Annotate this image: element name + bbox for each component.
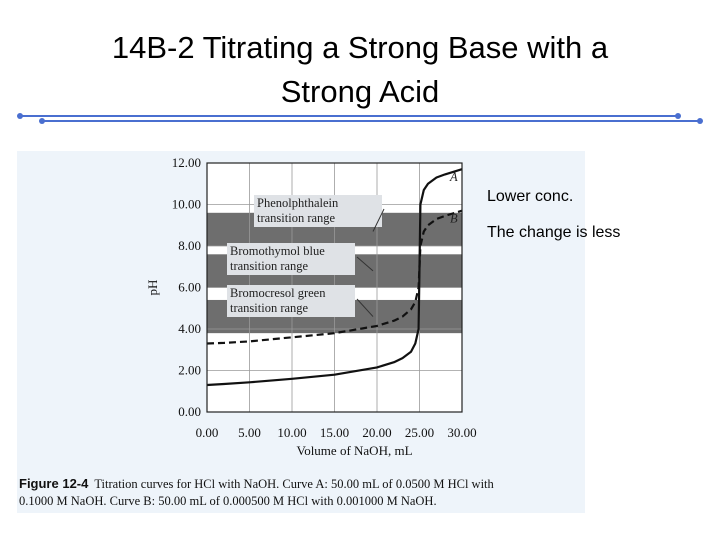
y-axis-label: pH bbox=[145, 280, 160, 296]
note-lower-conc: Lower conc. bbox=[487, 188, 574, 205]
band-label-box bbox=[227, 285, 355, 317]
band-label-line-2: transition range bbox=[257, 211, 336, 225]
band-label-line-2: transition range bbox=[230, 301, 309, 315]
y-tick-label: 6.00 bbox=[178, 280, 201, 295]
band-label-box bbox=[227, 243, 355, 275]
x-tick-label: 20.00 bbox=[362, 425, 391, 440]
x-axis-label: Volume of NaOH, mL bbox=[296, 443, 412, 458]
band-label-line-1: Phenolphthalein bbox=[257, 196, 339, 210]
plot-frame bbox=[206, 162, 463, 413]
title-divider bbox=[17, 113, 703, 124]
x-tick-label: 15.00 bbox=[320, 425, 349, 440]
note-change-less: The change is less bbox=[487, 224, 621, 241]
y-tick-label: 12.00 bbox=[172, 155, 201, 170]
figure-panel: Phenolphthalein transition range Bromothym… bbox=[17, 151, 585, 513]
band-label-line-1: Bromothymol blue bbox=[230, 244, 325, 258]
band-label-line-1: Bromocresol green bbox=[230, 286, 326, 300]
x-tick-label: 0.00 bbox=[196, 425, 219, 440]
curve-label-B: B bbox=[450, 212, 458, 226]
slide-title-line-2: Strong Acid bbox=[280, 74, 440, 109]
caption-label: Figure 12-4 bbox=[19, 476, 89, 491]
figure-caption: Figure 12-4 Titration curves for HCl with… bbox=[19, 475, 585, 510]
x-tick-label: 25.00 bbox=[405, 425, 434, 440]
x-tick-label: 30.00 bbox=[447, 425, 476, 440]
curve-label-A: A bbox=[449, 170, 458, 184]
curve-B bbox=[206, 209, 463, 345]
caption-line-1: Titration curves for HCl with NaOH. Curv… bbox=[94, 477, 494, 491]
band-leader-line bbox=[356, 256, 374, 272]
caption-line-2: 0.1000 M NaOH. Curve B: 50.00 mL of 0.00… bbox=[19, 494, 437, 508]
x-tick-label: 10.00 bbox=[277, 425, 306, 440]
band-label-line-2: transition range bbox=[230, 259, 309, 273]
x-tick-label: 5.00 bbox=[238, 425, 261, 440]
slide-title-line-1: 14B-2 Titrating a Strong Base with a bbox=[111, 30, 609, 65]
band-label-box bbox=[254, 195, 382, 227]
band-leader-line bbox=[356, 298, 374, 317]
y-tick-label: 0.00 bbox=[178, 404, 201, 419]
y-tick-label: 10.00 bbox=[172, 197, 201, 212]
band-leader-line bbox=[372, 208, 385, 232]
slide-title: 14B-2 Titrating a Strong Base with a Str… bbox=[40, 26, 680, 114]
y-tick-label: 8.00 bbox=[178, 238, 201, 253]
curve-A bbox=[206, 168, 463, 387]
y-tick-label: 2.00 bbox=[178, 363, 201, 378]
y-tick-label: 4.00 bbox=[178, 321, 201, 336]
